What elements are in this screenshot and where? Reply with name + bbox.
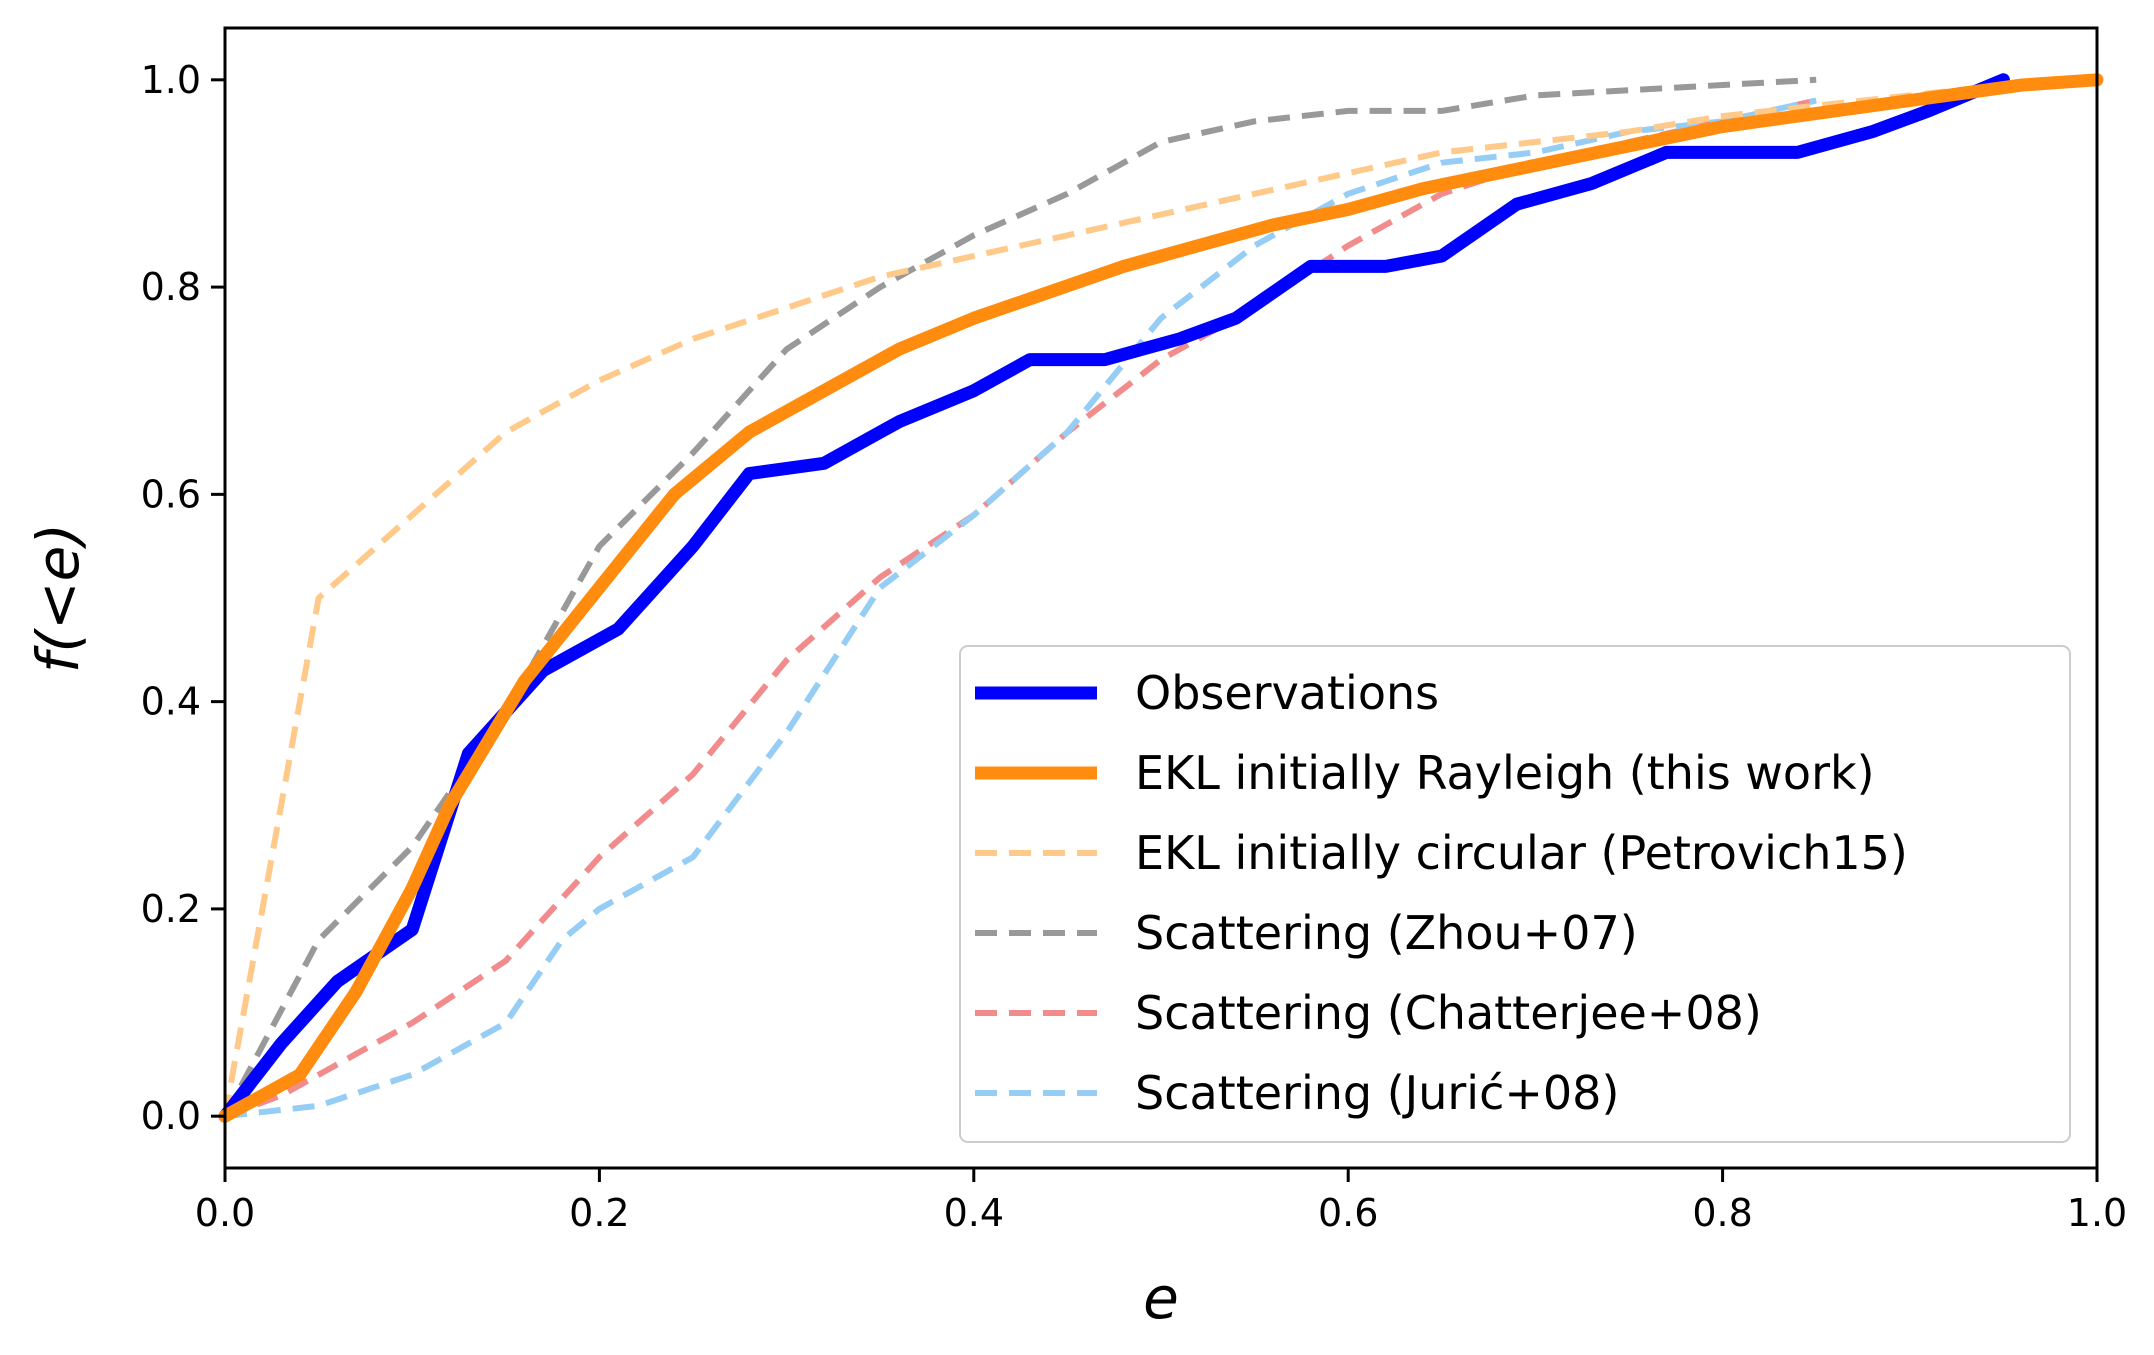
y-tick-label: 0.8 (141, 265, 201, 309)
legend-label-scattering-juri-08: Scattering (Jurić+08) (1135, 1066, 1619, 1120)
legend-label-ekl-initially-rayleigh-this-work: EKL initially Rayleigh (this work) (1135, 746, 1875, 800)
legend-label-scattering-zhou-07: Scattering (Zhou+07) (1135, 906, 1638, 960)
legend-label-scattering-chatterjee-08: Scattering (Chatterjee+08) (1135, 986, 1762, 1040)
x-tick-label: 0.4 (944, 1191, 1004, 1235)
y-tick-label: 0.0 (141, 1094, 201, 1138)
series-layer (218, 73, 2104, 1123)
x-tick-label: 1.0 (2067, 1191, 2127, 1235)
legend-label-ekl-initially-circular-petrovich15: EKL initially circular (Petrovich15) (1135, 826, 1908, 880)
y-tick-label: 0.4 (141, 680, 201, 724)
legend-entries: Observations EKL initially Rayleigh (this… (975, 666, 1908, 1120)
series-line-scattering-juri-08 (224, 97, 1817, 1120)
series-line-scattering-zhou-07 (222, 76, 1817, 1118)
legend-label-observations: Observations (1135, 666, 1439, 720)
y-tick-label: 0.2 (141, 887, 201, 931)
series-line-ekl-initially-circular-petrovich15 (222, 76, 2098, 1117)
x-axis-label: e (1143, 1264, 1179, 1332)
x-tick-label: 0.2 (569, 1191, 629, 1235)
axes-frame (223, 26, 2099, 1170)
y-tick-label: 0.6 (141, 472, 201, 516)
ticks-layer: 0.0 0.2 0.4 0.6 0.8 1.0 0.0 0.2 0.4 0.6 0.8 1.0 (141, 58, 2128, 1235)
x-tick-label: 0.6 (1318, 1191, 1378, 1235)
series-line-ekl-initially-rayleigh-this-work (218, 73, 2104, 1123)
legend: Observations EKL initially Rayleigh (this… (959, 645, 2071, 1143)
x-tick-label: 0.0 (195, 1191, 255, 1235)
y-tick-label: 1.0 (141, 58, 201, 102)
y-axis-label: f(<e) (24, 523, 92, 673)
legend-box (959, 645, 2071, 1143)
x-tick-label: 0.8 (1692, 1191, 1752, 1235)
